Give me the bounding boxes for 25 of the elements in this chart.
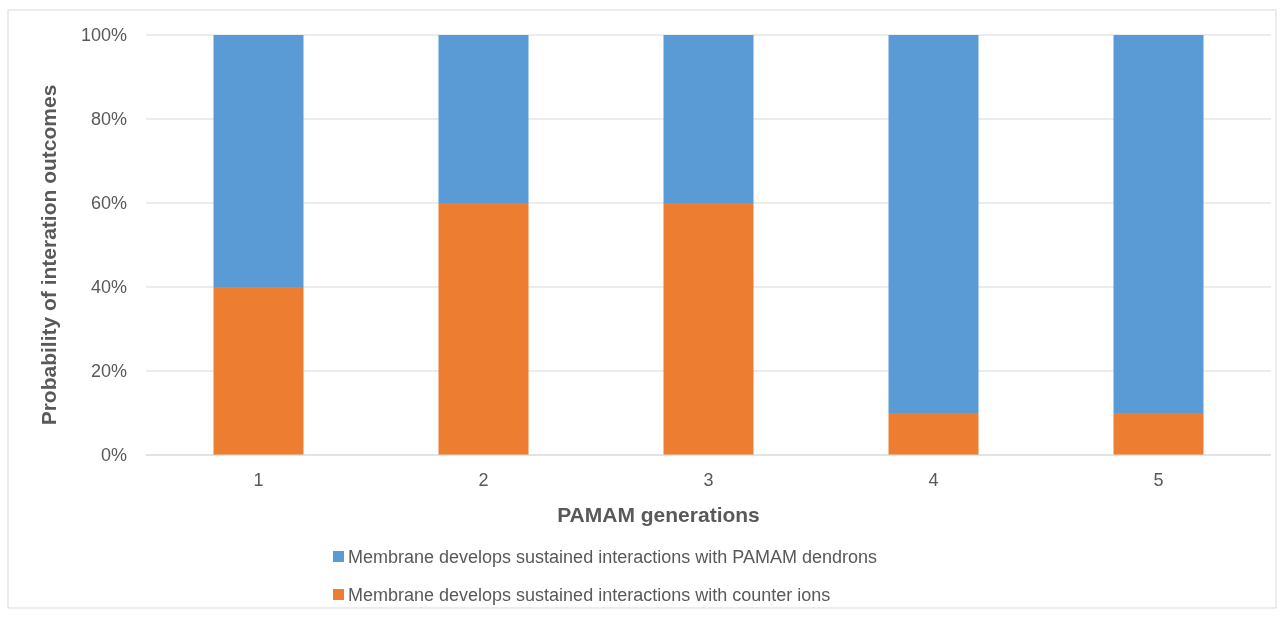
y-tick-label: 40% bbox=[90, 277, 127, 298]
y-tick-label: 100% bbox=[80, 25, 127, 46]
x-tick-label: 5 bbox=[1153, 470, 1164, 490]
bar bbox=[213, 35, 304, 287]
y-tick-label: 20% bbox=[90, 361, 127, 382]
x-tick-label: 4 bbox=[928, 470, 939, 490]
legend-label: Membrane develops sustained interactions with counter ions bbox=[348, 585, 831, 606]
legend-label: Membrane develops sustained interactions with PAMAM dendrons bbox=[348, 547, 877, 568]
x-tick-label: 3 bbox=[703, 470, 714, 490]
bar bbox=[663, 35, 754, 203]
bar bbox=[888, 413, 979, 455]
bar bbox=[213, 287, 304, 455]
bar bbox=[888, 35, 979, 413]
bar bbox=[438, 203, 529, 455]
y-tick-label: 0% bbox=[100, 445, 127, 466]
x-axis-title: PAMAM generations bbox=[557, 503, 760, 526]
bar bbox=[663, 203, 754, 455]
bar bbox=[1113, 413, 1204, 455]
bar bbox=[1113, 35, 1204, 413]
y-tick-label: 80% bbox=[90, 109, 127, 130]
y-axis-title: Probability of interation outcomes bbox=[37, 84, 60, 426]
y-tick-label: 60% bbox=[90, 193, 127, 214]
bar bbox=[438, 35, 529, 203]
x-tick-label: 2 bbox=[478, 470, 489, 490]
x-tick-label: 1 bbox=[253, 470, 264, 490]
